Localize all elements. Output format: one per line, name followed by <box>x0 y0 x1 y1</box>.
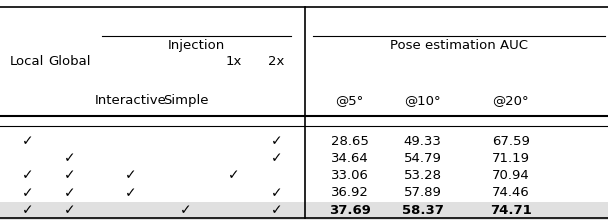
Text: 54.79: 54.79 <box>404 152 441 165</box>
Text: 70.94: 70.94 <box>492 169 530 182</box>
Text: 74.71: 74.71 <box>490 204 531 217</box>
Text: ✓: ✓ <box>271 203 283 217</box>
Text: Local: Local <box>10 55 44 68</box>
Text: ✓: ✓ <box>21 168 33 183</box>
Text: 49.33: 49.33 <box>404 135 441 148</box>
Text: 57.89: 57.89 <box>404 186 441 199</box>
Text: @10°: @10° <box>404 94 441 107</box>
Text: @5°: @5° <box>336 94 364 107</box>
Text: 33.06: 33.06 <box>331 169 368 182</box>
Text: 53.28: 53.28 <box>404 169 441 182</box>
Text: 34.64: 34.64 <box>331 152 368 165</box>
Text: 28.65: 28.65 <box>331 135 368 148</box>
Text: ✓: ✓ <box>64 151 76 165</box>
Text: 71.19: 71.19 <box>492 152 530 165</box>
Text: ✓: ✓ <box>21 134 33 148</box>
Text: 2x: 2x <box>269 55 285 68</box>
Text: ✓: ✓ <box>179 203 192 217</box>
Text: ✓: ✓ <box>21 186 33 200</box>
Text: ✓: ✓ <box>228 168 240 183</box>
Text: ✓: ✓ <box>271 151 283 165</box>
Text: ✓: ✓ <box>21 203 33 217</box>
Text: ✓: ✓ <box>271 186 283 200</box>
Text: 37.69: 37.69 <box>329 204 370 217</box>
Text: Simple: Simple <box>163 94 208 107</box>
Text: Injection: Injection <box>168 39 225 52</box>
Text: 36.92: 36.92 <box>331 186 368 199</box>
Text: Global: Global <box>49 55 91 68</box>
Text: @20°: @20° <box>492 94 529 107</box>
Text: 58.37: 58.37 <box>402 204 443 217</box>
Text: ✓: ✓ <box>271 134 283 148</box>
Text: 1x: 1x <box>226 55 242 68</box>
Text: 74.46: 74.46 <box>492 186 530 199</box>
Text: ✓: ✓ <box>64 186 76 200</box>
Text: ✓: ✓ <box>64 168 76 183</box>
Text: Pose estimation AUC: Pose estimation AUC <box>390 39 528 52</box>
Text: 67.59: 67.59 <box>492 135 530 148</box>
Text: ✓: ✓ <box>125 186 137 200</box>
Text: ✓: ✓ <box>125 168 137 183</box>
Text: ✓: ✓ <box>64 203 76 217</box>
Text: Interactive: Interactive <box>95 94 167 107</box>
Bar <box>0 202 608 220</box>
